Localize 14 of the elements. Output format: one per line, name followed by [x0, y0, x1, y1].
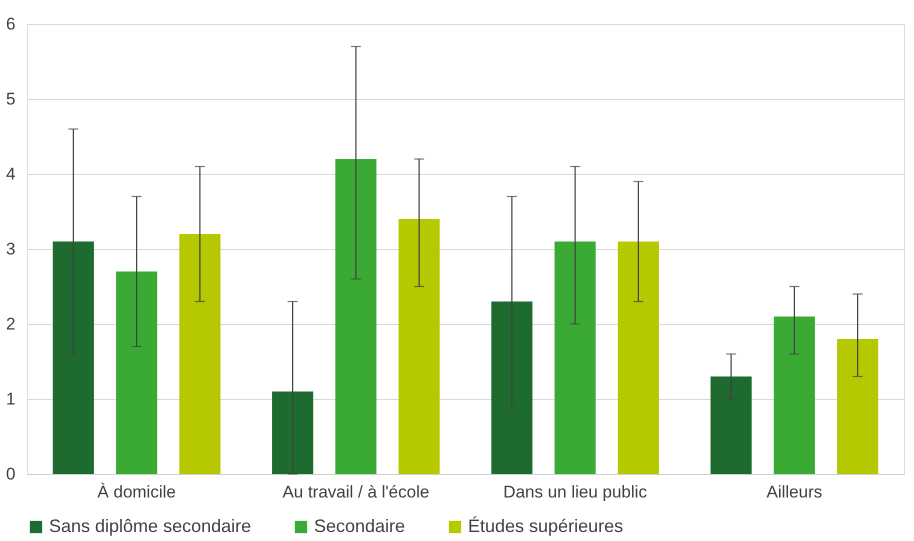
- x-tick-label: Ailleurs: [766, 482, 822, 502]
- x-tick-label: Dans un lieu public: [503, 482, 648, 502]
- legend-label: Secondaire: [314, 516, 406, 536]
- legend-label: Études supérieures: [468, 516, 624, 536]
- y-tick-label: 6: [6, 14, 16, 34]
- legend-label: Sans diplôme secondaire: [49, 516, 252, 536]
- x-tick-label: À domicile: [97, 482, 176, 502]
- y-tick-label: 0: [6, 464, 16, 484]
- y-tick-label: 1: [6, 390, 16, 408]
- x-tick-label: Au travail / à l'école: [282, 482, 430, 502]
- y-tick-label: 3: [6, 240, 16, 258]
- y-tick-label: 4: [6, 164, 16, 184]
- y-tick-label: 5: [6, 90, 16, 108]
- y-tick-label: 2: [6, 314, 16, 334]
